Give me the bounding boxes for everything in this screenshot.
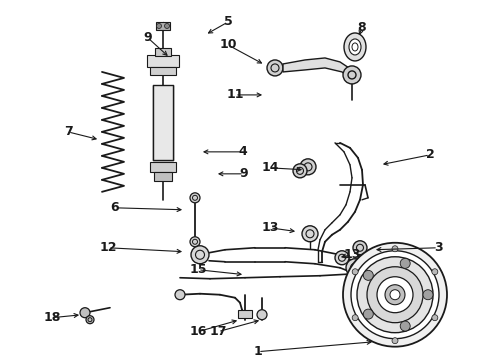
Circle shape [392, 246, 398, 252]
Circle shape [390, 290, 400, 300]
Circle shape [400, 321, 410, 331]
Circle shape [257, 310, 267, 320]
Bar [150, 67, 176, 75]
Circle shape [165, 23, 170, 28]
Circle shape [392, 338, 398, 344]
Text: 6: 6 [111, 201, 119, 214]
Circle shape [363, 309, 373, 319]
Bar [156, 22, 170, 30]
Circle shape [80, 308, 90, 318]
Circle shape [351, 251, 439, 339]
Circle shape [352, 315, 358, 321]
Circle shape [400, 258, 410, 268]
Text: 17: 17 [209, 325, 227, 338]
Text: 3: 3 [434, 241, 442, 254]
Ellipse shape [349, 39, 361, 55]
Text: 18: 18 [43, 311, 61, 324]
Circle shape [432, 315, 438, 321]
Text: 13: 13 [343, 248, 361, 261]
Bar [155, 48, 171, 56]
Text: 13: 13 [261, 221, 279, 234]
Circle shape [343, 243, 447, 347]
Circle shape [346, 259, 364, 277]
Circle shape [377, 277, 413, 313]
Circle shape [367, 267, 423, 323]
Text: 4: 4 [239, 145, 247, 158]
Circle shape [86, 316, 94, 324]
Text: 16: 16 [189, 325, 207, 338]
Text: 15: 15 [189, 263, 207, 276]
Text: 7: 7 [64, 125, 73, 138]
Circle shape [293, 164, 307, 178]
Circle shape [357, 257, 433, 333]
Polygon shape [283, 58, 352, 80]
Bar [153, 85, 173, 160]
Circle shape [302, 226, 318, 242]
Circle shape [363, 270, 373, 280]
Text: 10: 10 [219, 39, 237, 51]
Ellipse shape [344, 33, 366, 61]
Circle shape [423, 290, 433, 300]
Text: 9: 9 [240, 167, 248, 180]
Circle shape [352, 269, 358, 275]
Text: 14: 14 [261, 161, 279, 174]
Circle shape [175, 290, 185, 300]
Circle shape [343, 66, 361, 84]
Bar [238, 310, 252, 318]
Circle shape [353, 241, 367, 255]
Circle shape [190, 193, 200, 203]
Circle shape [432, 269, 438, 275]
Circle shape [300, 159, 316, 175]
Text: 1: 1 [254, 345, 262, 358]
Text: 9: 9 [144, 31, 152, 45]
Text: 2: 2 [426, 148, 434, 161]
Circle shape [190, 237, 200, 247]
Circle shape [385, 285, 405, 305]
Circle shape [156, 23, 162, 28]
Circle shape [267, 60, 283, 76]
Bar [147, 55, 179, 67]
Circle shape [191, 246, 209, 264]
Text: 12: 12 [99, 241, 117, 254]
Text: 11: 11 [226, 89, 244, 102]
Text: 5: 5 [223, 15, 232, 28]
Bar [150, 162, 176, 172]
Text: 8: 8 [358, 22, 367, 35]
Bar [154, 172, 172, 181]
Circle shape [335, 251, 349, 265]
